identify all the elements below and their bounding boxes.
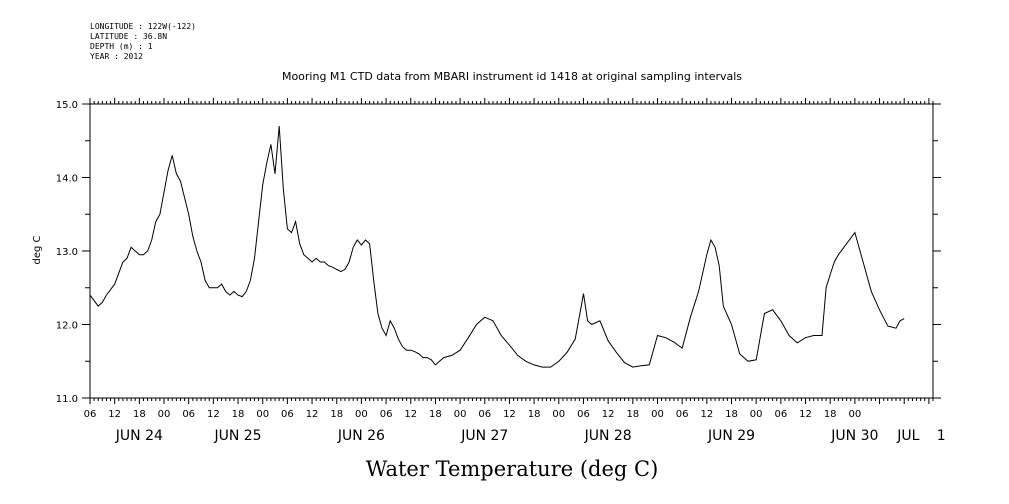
x-hour-label: 06 [774, 409, 787, 420]
x-hour-label: 18 [330, 409, 343, 420]
y-tick-label: 11.0 [56, 394, 78, 405]
x-hour-label: 12 [602, 409, 615, 420]
axes-group: 11.0 12.0 13.0 14.0 15.0 06 12 18 00 06 12 18 00 06 12… [56, 98, 946, 444]
x-hour-label: 00 [750, 409, 763, 420]
latitude-text: LATITUDE : 36.8N [90, 32, 168, 41]
x-hour-label: 00 [454, 409, 467, 420]
x-day-label: JUN 27 [460, 428, 508, 444]
y-tick-label: 14.0 [56, 174, 78, 185]
longitude-text: LONGITUDE : 122W(-122) [90, 22, 196, 31]
y-tick-label: 13.0 [56, 247, 78, 258]
x-hour-label: 18 [824, 409, 837, 420]
x-hour-label: 06 [478, 409, 491, 420]
x-hour-label: 00 [158, 409, 171, 420]
x-hour-label: 12 [700, 409, 713, 420]
depth-text: DEPTH (m) : 1 [90, 42, 153, 51]
x-day-label: 1 [937, 428, 946, 444]
metadata-block: LONGITUDE : 122W(-122) LATITUDE : 36.8N … [90, 22, 196, 62]
x-hour-label: 18 [232, 409, 245, 420]
x-hour-label: 00 [849, 409, 862, 420]
x-hour-label: 00 [552, 409, 565, 420]
x-hour-label: 12 [306, 409, 319, 420]
x-day-label: JUL [896, 428, 919, 444]
x-hour-label: 06 [182, 409, 195, 420]
chart-title: Mooring M1 CTD data from MBARI instrumen… [282, 70, 742, 83]
x-hour-label: 12 [108, 409, 121, 420]
x-axis-title: Water Temperature (deg C) [366, 457, 659, 481]
plot-frame [89, 103, 934, 399]
x-day-label: JUN 26 [337, 428, 385, 444]
x-hour-label: 00 [256, 409, 269, 420]
x-day-label: JUN 29 [707, 428, 755, 444]
water-temperature-line [89, 126, 905, 368]
x-hour-label: 12 [207, 409, 220, 420]
x-day-label: JUN 28 [584, 428, 632, 444]
x-day-label: JUN 30 [830, 428, 878, 444]
x-day-label: JUN 24 [115, 428, 163, 444]
x-hour-label: 06 [281, 409, 294, 420]
y-axis-label: deg C [32, 235, 43, 264]
x-hour-label: 18 [133, 409, 146, 420]
year-text: YEAR : 2012 [90, 52, 143, 61]
x-hour-label: 06 [676, 409, 689, 420]
x-hour-label: 12 [404, 409, 417, 420]
x-hour-label: 18 [725, 409, 738, 420]
x-hour-label: 00 [651, 409, 664, 420]
x-hour-label: 12 [799, 409, 812, 420]
x-hour-label: 06 [380, 409, 393, 420]
x-hour-label: 18 [528, 409, 541, 420]
x-day-label: JUN 25 [213, 428, 261, 444]
y-tick-label: 15.0 [56, 100, 78, 111]
x-hour-label: 18 [626, 409, 639, 420]
x-hour-label: 06 [84, 409, 97, 420]
y-tick-label: 12.0 [56, 321, 78, 332]
x-hour-label: 06 [577, 409, 590, 420]
x-hour-label: 18 [429, 409, 442, 420]
x-hour-label: 00 [355, 409, 368, 420]
x-hour-label: 12 [503, 409, 516, 420]
